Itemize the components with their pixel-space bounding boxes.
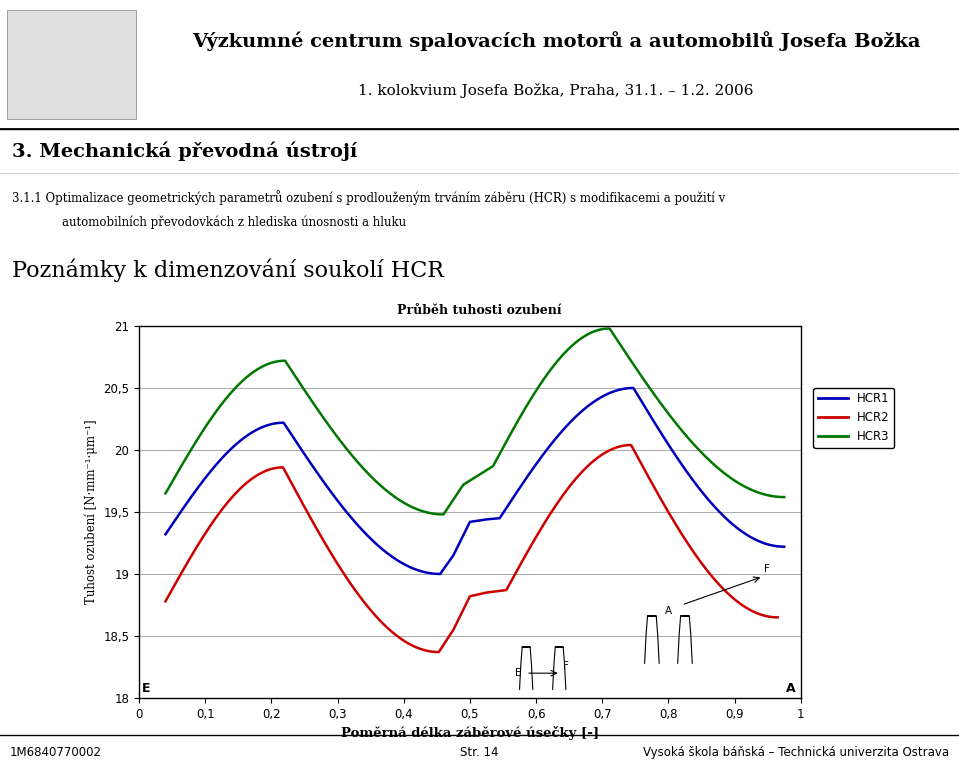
Text: Výzkumné centrum spalovacích motorů a automobilů Josefa Božka: Výzkumné centrum spalovacích motorů a au… — [192, 31, 921, 51]
Text: F: F — [763, 564, 769, 574]
Text: 1. kolokvium Josefa Božka, Praha, 31.1. – 1.2. 2006: 1. kolokvium Josefa Božka, Praha, 31.1. … — [359, 83, 754, 97]
Text: 3.1.1 Optimalizace geometrických parametrů ozubení s prodlouženým trváním záběru: 3.1.1 Optimalizace geometrických paramet… — [12, 189, 725, 205]
X-axis label: Poměrná délka záběrové úsečky [-]: Poměrná délka záběrové úsečky [-] — [340, 726, 599, 740]
Legend: HCR1, HCR2, HCR3: HCR1, HCR2, HCR3 — [813, 387, 895, 448]
Text: Vysoká škola báňská – Technická univerzita Ostrava: Vysoká škola báňská – Technická univerzi… — [643, 746, 949, 759]
Text: Str. 14: Str. 14 — [460, 746, 499, 759]
Text: automobilních převodovkách z hlediska únosnosti a hluku: automobilních převodovkách z hlediska ún… — [62, 216, 407, 229]
Text: 1M6840770002: 1M6840770002 — [10, 746, 102, 759]
Text: F: F — [563, 660, 569, 670]
Y-axis label: Tuhost ozubení [N·mm⁻¹·μm⁻¹]: Tuhost ozubení [N·mm⁻¹·μm⁻¹] — [84, 420, 98, 604]
Text: Průběh tuhosti ozubení: Průběh tuhosti ozubení — [397, 304, 562, 317]
Text: 3. Mechanická převodná ústrojí: 3. Mechanická převodná ústrojí — [12, 142, 357, 161]
Text: E: E — [142, 683, 151, 696]
Text: E: E — [515, 668, 522, 678]
Text: Poznámky k dimenzování soukolí HCR: Poznámky k dimenzování soukolí HCR — [12, 258, 443, 282]
Text: A: A — [785, 683, 795, 696]
Text: A: A — [665, 606, 672, 616]
